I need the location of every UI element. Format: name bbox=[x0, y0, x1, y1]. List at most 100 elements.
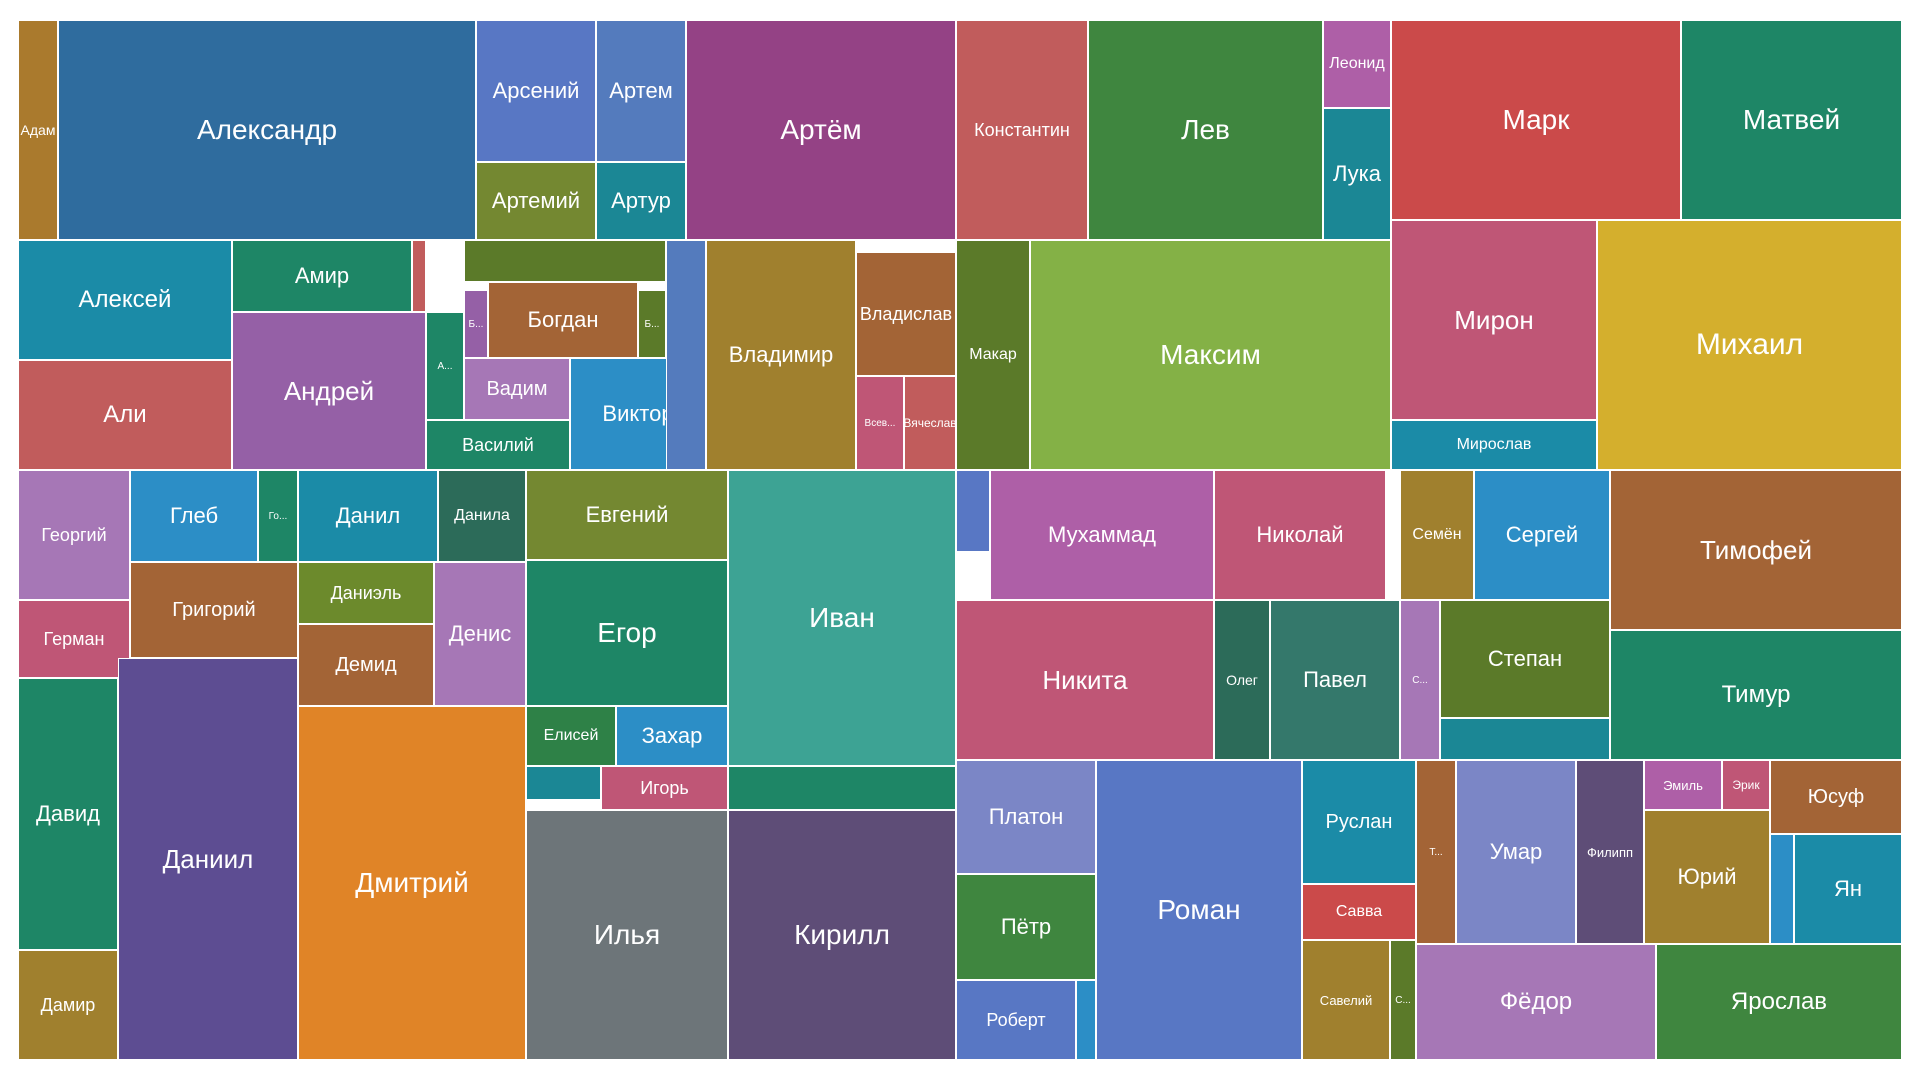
treemap-cell: Владислав bbox=[856, 252, 956, 376]
treemap-cell: Юсуф bbox=[1770, 760, 1902, 834]
treemap-cell-label: Всев... bbox=[865, 418, 896, 429]
treemap-cell-label: Михаил bbox=[1696, 328, 1803, 362]
treemap-cell: Т... bbox=[1416, 760, 1456, 944]
treemap-cell-label: Иван bbox=[809, 602, 875, 634]
treemap-cell-label: Артемий bbox=[492, 188, 580, 214]
treemap-cell bbox=[464, 240, 666, 282]
treemap-cell: Вадим bbox=[464, 358, 570, 420]
treemap-cell: Егор bbox=[526, 560, 728, 706]
treemap-cell-label: Степан bbox=[1488, 646, 1562, 672]
treemap-cell: Савелий bbox=[1302, 940, 1390, 1060]
treemap-cell-label: Георгий bbox=[41, 525, 106, 546]
treemap-cell: Даниэль bbox=[298, 562, 434, 624]
treemap-cell: Леонид bbox=[1323, 20, 1391, 108]
treemap-cell-label: Савелий bbox=[1320, 993, 1372, 1008]
treemap-cell: Вячеслав bbox=[904, 376, 956, 470]
treemap-cell-label: Евгений bbox=[586, 502, 669, 528]
treemap-cell: Сергей bbox=[1474, 470, 1610, 600]
treemap-cell-label: Вадим bbox=[486, 378, 547, 401]
treemap-cell-label: Сергей bbox=[1506, 522, 1578, 548]
treemap-cell-label: Константин bbox=[974, 120, 1070, 141]
treemap-cell: Демид bbox=[298, 624, 434, 706]
treemap-cell-label: Фёдор bbox=[1500, 988, 1572, 1016]
treemap-cell-label: Арсений bbox=[493, 78, 580, 104]
treemap-cell-label: Алексей bbox=[79, 286, 172, 314]
treemap-cell: Роман bbox=[1096, 760, 1302, 1060]
treemap-cell-label: Глеб bbox=[170, 503, 218, 529]
treemap-cell: Арсений bbox=[476, 20, 596, 162]
treemap-cell: Денис bbox=[434, 562, 526, 706]
treemap-cell-label: Богдан bbox=[528, 307, 599, 333]
treemap-cell-label: Марк bbox=[1502, 104, 1569, 136]
treemap-cell-label: Андрей bbox=[284, 376, 374, 407]
treemap-cell-label: Никита bbox=[1042, 665, 1127, 696]
treemap-cell-label: Дамир bbox=[41, 995, 96, 1016]
treemap-cell: Марк bbox=[1391, 20, 1681, 220]
treemap-cell: Герман bbox=[18, 600, 130, 678]
treemap-cell-label: Юрий bbox=[1677, 864, 1736, 890]
treemap-cell-label: Елисей bbox=[544, 727, 599, 745]
treemap-cell: С... bbox=[1390, 940, 1416, 1060]
treemap-cell: Фёдор bbox=[1416, 944, 1656, 1060]
treemap-cell-label: Амир bbox=[295, 263, 349, 289]
treemap-cell: Умар bbox=[1456, 760, 1576, 944]
treemap-cell: Платон bbox=[956, 760, 1096, 874]
treemap-cell-label: Мирон bbox=[1454, 305, 1533, 336]
treemap-cell: Семён bbox=[1400, 470, 1474, 600]
treemap-cell-label: Демид bbox=[335, 654, 396, 677]
treemap-cell: Данила bbox=[438, 470, 526, 562]
treemap-cell: Павел bbox=[1270, 600, 1400, 760]
treemap-cell: Игорь bbox=[601, 766, 728, 810]
treemap-cell: Елисей bbox=[526, 706, 616, 766]
treemap-cell: Артем bbox=[596, 20, 686, 162]
treemap-cell-label: Мирослав bbox=[1457, 436, 1532, 454]
treemap-cell-label: Леонид bbox=[1329, 55, 1384, 73]
treemap-cell: Лука bbox=[1323, 108, 1391, 240]
treemap-cell: Иван bbox=[728, 470, 956, 766]
treemap-cell-label: Вячеслав bbox=[904, 416, 956, 430]
treemap-cell-label: Дмитрий bbox=[355, 867, 469, 899]
treemap-cell: Филипп bbox=[1576, 760, 1644, 944]
treemap-cell-label: Илья bbox=[594, 919, 660, 951]
treemap-cell-label: Максим bbox=[1160, 339, 1261, 371]
treemap-cell: Мирон bbox=[1391, 220, 1597, 420]
treemap-cell: Лев bbox=[1088, 20, 1323, 240]
treemap-cell-label: Владимир bbox=[729, 342, 834, 368]
treemap-cell-label: Адам bbox=[21, 122, 56, 138]
treemap-cell: Степан bbox=[1440, 600, 1610, 718]
treemap-cell bbox=[1440, 718, 1610, 760]
treemap-cell: Мирослав bbox=[1391, 420, 1597, 470]
treemap-cell: Адам bbox=[18, 20, 58, 240]
treemap-cell: Олег bbox=[1214, 600, 1270, 760]
treemap-cell: Али bbox=[18, 360, 232, 470]
treemap-cell: Григорий bbox=[130, 562, 298, 658]
treemap-cell: Данил bbox=[298, 470, 438, 562]
treemap-cell-label: Б... bbox=[645, 319, 660, 330]
treemap-container: АдамАлександрАрсенийАртемАртемийАртурАрт… bbox=[18, 20, 1902, 1060]
treemap-cell: Артур bbox=[596, 162, 686, 240]
treemap-cell: Михаил bbox=[1597, 220, 1902, 470]
treemap-cell bbox=[526, 766, 601, 800]
treemap-cell: Дмитрий bbox=[298, 706, 526, 1060]
treemap-cell: Георгий bbox=[18, 470, 130, 600]
treemap-cell: Го... bbox=[258, 470, 298, 562]
treemap-cell-label: Б... bbox=[469, 319, 484, 330]
treemap-cell-label: Артур bbox=[611, 188, 671, 214]
treemap-cell-label: Данил bbox=[336, 503, 400, 529]
treemap-cell-label: Артем bbox=[609, 78, 673, 104]
treemap-cell-label: Артём bbox=[780, 114, 861, 146]
treemap-cell-label: Тимофей bbox=[1700, 535, 1812, 566]
treemap-cell: Юрий bbox=[1644, 810, 1770, 944]
treemap-cell: Даниил bbox=[118, 658, 298, 1060]
treemap-cell: Андрей bbox=[232, 312, 426, 470]
treemap-cell-label: Виктор bbox=[602, 401, 673, 427]
treemap-cell-label: Герман bbox=[44, 629, 105, 650]
treemap-cell: Тимур bbox=[1610, 630, 1902, 760]
treemap-cell-label: Тимур bbox=[1722, 681, 1791, 709]
treemap-cell: Эрик bbox=[1722, 760, 1770, 810]
treemap-cell bbox=[956, 470, 990, 552]
treemap-cell-label: Филипп bbox=[1587, 845, 1633, 860]
treemap-cell bbox=[666, 240, 706, 470]
treemap-cell-label: Игорь bbox=[640, 778, 689, 799]
treemap-cell-label: Егор bbox=[597, 617, 656, 649]
